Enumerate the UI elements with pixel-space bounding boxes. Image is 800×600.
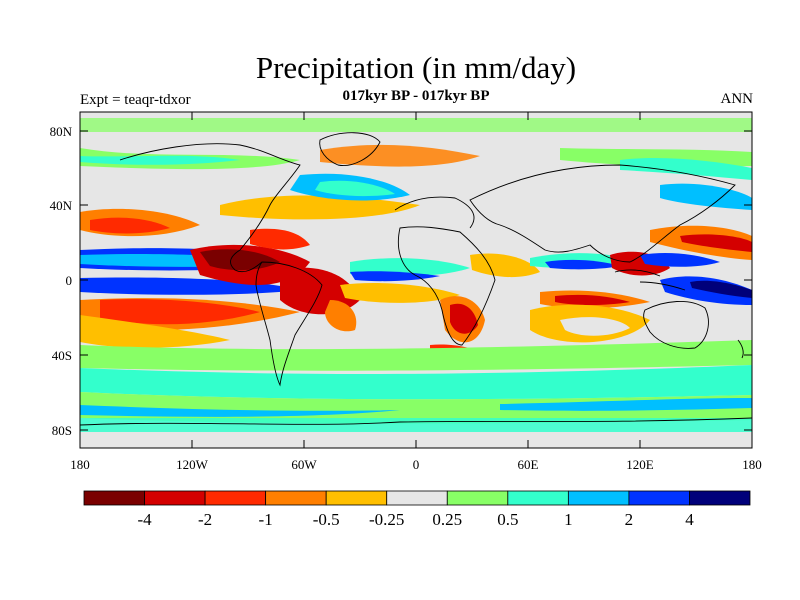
x-tick-label: 0 [413, 457, 420, 472]
colorbar-label: 4 [685, 510, 694, 529]
colorbar-label: -2 [198, 510, 212, 529]
colorbar-label: -0.25 [369, 510, 404, 529]
y-tick-label: 40N [50, 198, 73, 213]
colorbar-swatch [83, 490, 145, 506]
colorbar-swatch [567, 490, 630, 506]
colorbar-swatch [325, 490, 388, 506]
experiment-label: Expt = teaqr-tdxor [80, 92, 191, 108]
colorbar-swatch [446, 490, 509, 506]
x-tick-marks [79, 112, 753, 448]
x-tick-labels: 180 120W 60W 0 60E 120E 180 [70, 457, 762, 472]
season-label: ANN [720, 91, 754, 107]
colorbar-swatch [386, 490, 448, 506]
colorbar-label: 0.5 [497, 510, 518, 529]
x-tick-label: 120W [176, 457, 209, 472]
y-tick-label: 0 [66, 273, 73, 288]
colorbar-swatch [628, 490, 690, 506]
colorbar-swatch [204, 490, 267, 506]
y-tick-label: 80N [50, 124, 73, 139]
x-tick-label: 180 [70, 457, 90, 472]
colorbar-label: -0.5 [313, 510, 340, 529]
x-tick-label: 60E [518, 457, 539, 472]
chart-subtitle: 017kyr BP - 017kyr BP [342, 88, 490, 104]
colorbar-label: -1 [259, 510, 273, 529]
colorbar-label: 1 [564, 510, 573, 529]
y-tick-marks [80, 130, 752, 431]
y-tick-label: 40S [52, 348, 72, 363]
x-tick-label: 120E [626, 457, 654, 472]
precip-field [80, 112, 752, 448]
x-tick-label: 60W [291, 457, 317, 472]
coastlines [80, 132, 752, 426]
chart-title: Precipitation (in mm/day) [255, 50, 577, 85]
colorbar-swatch [689, 490, 751, 506]
colorbar [83, 490, 751, 506]
colorbar-label: -4 [137, 510, 152, 529]
y-tick-label: 80S [52, 423, 72, 438]
colorbar-swatch [144, 490, 206, 506]
colorbar-label: 0.25 [432, 510, 462, 529]
y-tick-labels: 80N 40N 0 40S 80S [50, 124, 73, 438]
colorbar-swatch [507, 490, 569, 506]
x-tick-label: 180 [742, 457, 762, 472]
colorbar-labels: -4 -2 -1 -0.5 -0.25 0.25 0.5 1 2 4 [137, 510, 694, 529]
colorbar-label: 2 [625, 510, 634, 529]
colorbar-swatch [265, 490, 327, 506]
